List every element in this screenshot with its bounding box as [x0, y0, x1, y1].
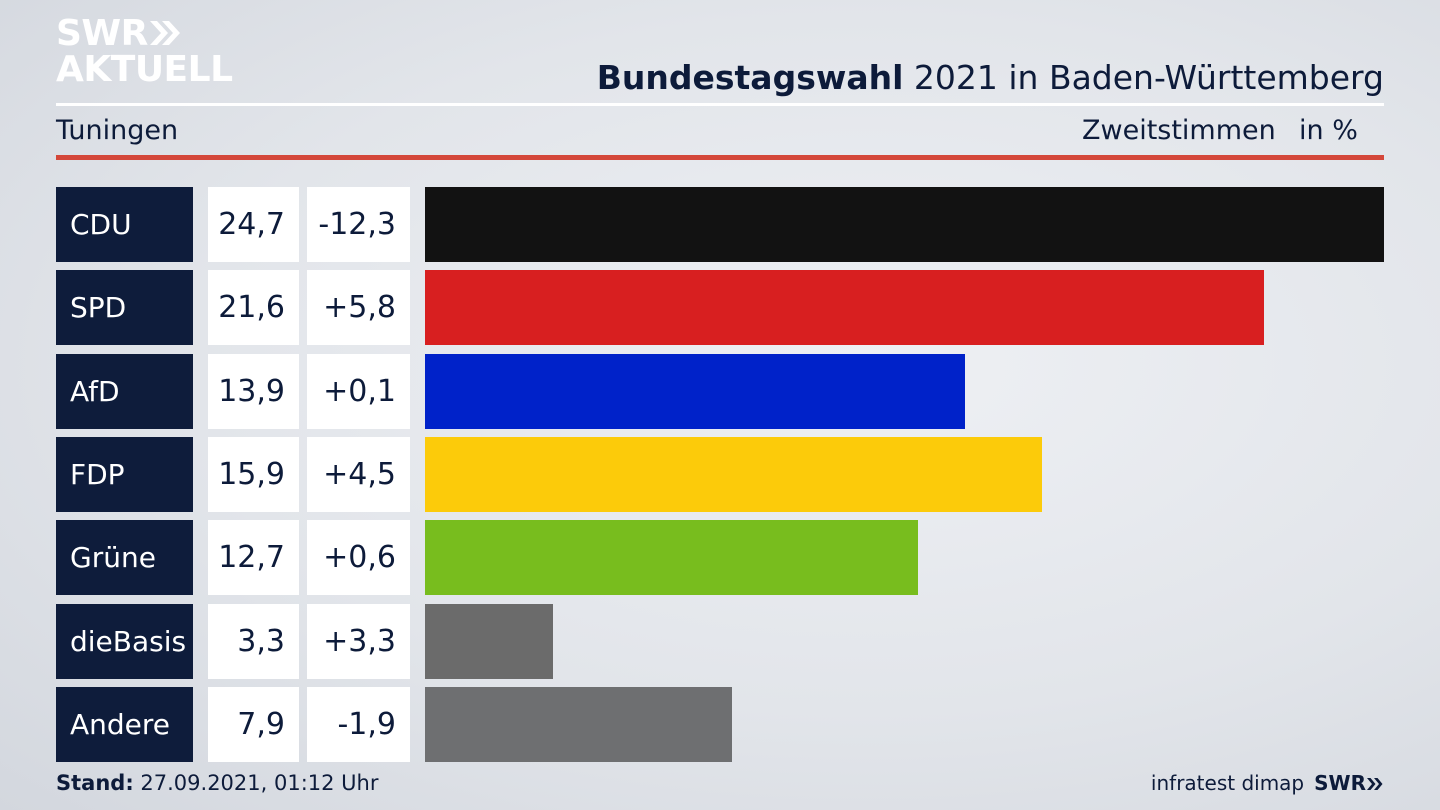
bar-row: CDU 24,7 -12,3: [0, 187, 1440, 262]
bar-row: Andere 7,9 -1,9: [0, 686, 1440, 762]
bar-row: dieBasis 3,3 +3,3: [0, 603, 1440, 679]
change-label: +5,8: [307, 270, 410, 346]
bar: [425, 686, 732, 762]
logo-swr: SWR: [56, 16, 233, 52]
party-label: FDP: [56, 436, 193, 512]
party-label: CDU: [56, 187, 193, 262]
value-label: 12,7: [208, 520, 299, 596]
logo-chevrons-icon: [149, 21, 180, 45]
bar: [425, 436, 1042, 512]
party-label: SPD: [56, 270, 193, 346]
footer-logo: SWR: [1314, 771, 1384, 795]
timestamp: Stand: 27.09.2021, 01:12 Uhr: [56, 771, 379, 795]
unit-label: in %: [1299, 115, 1358, 146]
bar-row: SPD 21,6 +5,8: [0, 270, 1440, 346]
party-label: AfD: [56, 353, 193, 429]
metric-label: Zweitstimmen: [1082, 115, 1276, 146]
bar: [425, 520, 918, 596]
value-label: 13,9: [208, 353, 299, 429]
change-label: +0,1: [307, 353, 410, 429]
value-label: 7,9: [208, 686, 299, 762]
party-label: dieBasis: [56, 603, 193, 679]
chart-title-bold: Bundestagswahl: [596, 58, 904, 97]
location-label: Tuningen: [56, 115, 179, 146]
bar-row: AfD 13,9 +0,1: [0, 353, 1440, 429]
footer-credits: infratest dimap SWR: [1151, 771, 1384, 795]
bar-row: Grüne 12,7 +0,6: [0, 520, 1440, 596]
chart-title: Bundestagswahl 2021 in Baden-Württemberg: [597, 58, 1384, 97]
logo-aktuell: AKTUELL: [56, 49, 233, 90]
bar: [425, 270, 1264, 346]
change-label: +4,5: [307, 436, 410, 512]
change-label: +0,6: [307, 520, 410, 596]
subtitle-divider: [56, 155, 1384, 160]
bar: [425, 353, 965, 429]
change-label: -1,9: [307, 686, 410, 762]
party-label: Andere: [56, 686, 193, 762]
title-divider: [56, 103, 1384, 106]
party-label: Grüne: [56, 520, 193, 596]
chart-title-rest: 2021 in Baden-Württemberg: [903, 58, 1384, 97]
value-label: 3,3: [208, 603, 299, 679]
value-label: 15,9: [208, 436, 299, 512]
swr-aktuell-logo: SWR AKTUELL: [56, 16, 233, 88]
change-label: -12,3: [307, 187, 410, 262]
bar-row: FDP 15,9 +4,5: [0, 436, 1440, 512]
footer-chevrons-icon: [1367, 778, 1383, 790]
source-label: infratest dimap: [1150, 771, 1305, 795]
bar: [425, 187, 1384, 262]
change-label: +3,3: [307, 603, 410, 679]
value-label: 21,6: [208, 270, 299, 346]
timestamp-value: 27.09.2021, 01:12 Uhr: [133, 771, 379, 795]
timestamp-label: Stand:: [56, 771, 134, 795]
bar: [425, 603, 553, 679]
value-label: 24,7: [208, 187, 299, 262]
